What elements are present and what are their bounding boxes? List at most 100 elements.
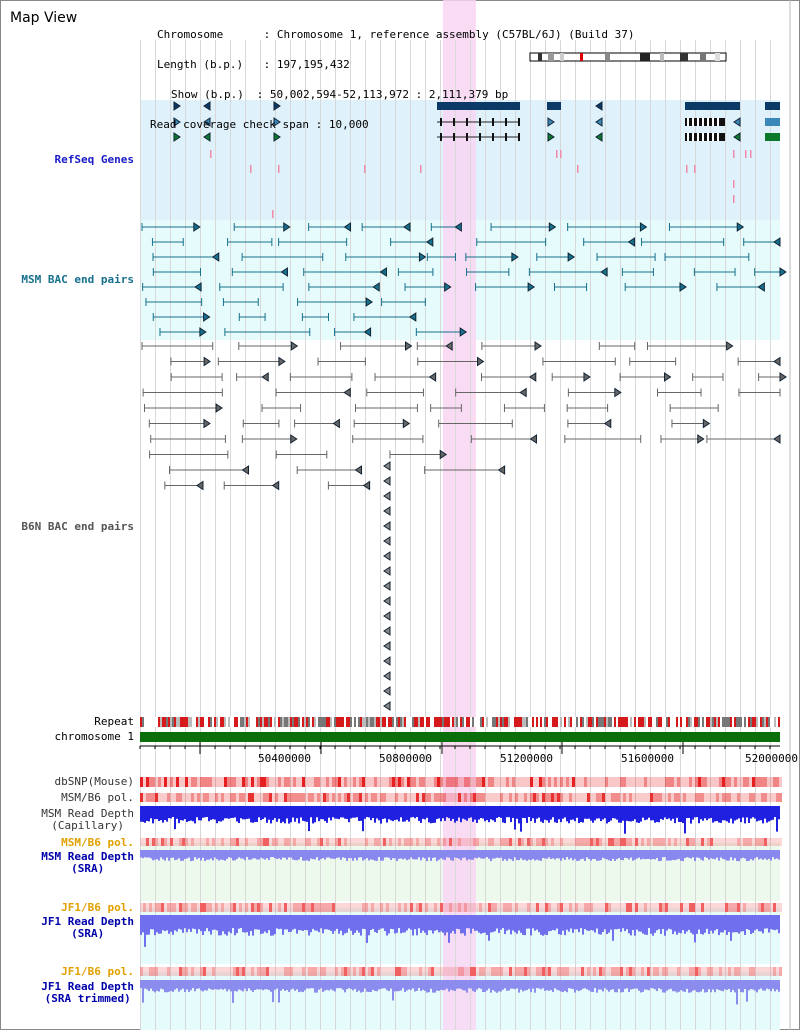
bac-end-arrow-icon bbox=[459, 327, 468, 337]
msm-capillary-depth-bar bbox=[300, 806, 302, 818]
msm-capillary-depth-bar bbox=[624, 806, 626, 834]
jf1-trim-depth-bar bbox=[530, 980, 532, 993]
msm-sra-depth-bar bbox=[598, 850, 600, 861]
msm-pol2-heat-cell bbox=[284, 838, 287, 846]
msm-sra-depth-bar bbox=[526, 850, 528, 861]
jf1-trim-depth-bar bbox=[228, 980, 230, 990]
msm-capillary-depth-bar bbox=[358, 806, 360, 822]
repeat-segment bbox=[376, 717, 378, 727]
msm-sra-depth-bar bbox=[744, 850, 746, 859]
msm-pol-heat-cell bbox=[317, 793, 320, 802]
jf1-pol2-heat-cell bbox=[719, 967, 722, 976]
jf1-trim-depth-bar bbox=[260, 980, 262, 990]
jf1-pol-heat-cell bbox=[611, 903, 614, 912]
jf1-trim-depth-bar bbox=[196, 980, 198, 989]
msm-sra-depth-bar bbox=[430, 850, 432, 861]
jf1-pol-heat-cell bbox=[146, 903, 149, 912]
msm-pol2-heat-cell bbox=[677, 838, 680, 846]
msm-sra-depth-bar bbox=[774, 850, 776, 860]
msm-capillary-depth-bar bbox=[708, 806, 710, 819]
msm-capillary-depth-bar bbox=[186, 806, 188, 822]
jf1-pol2-heat-cell bbox=[761, 967, 764, 976]
dbsnp-heat-cell bbox=[668, 777, 671, 787]
jf1-sra-depth-bar bbox=[588, 915, 590, 931]
jf1-trim-depth-bar bbox=[480, 980, 482, 989]
msm-capillary-depth-bar bbox=[620, 806, 622, 823]
jf1-trim-depth-bar bbox=[448, 980, 450, 992]
jf1-pol-heat-cell bbox=[374, 903, 377, 912]
jf1-trim-depth-bar bbox=[344, 980, 346, 993]
dbsnp-heat-cell bbox=[335, 777, 338, 787]
msm-pol2-heat-cell bbox=[329, 838, 332, 846]
msm-sra-depth-bar bbox=[338, 850, 340, 858]
jf1-sra-depth-bar bbox=[324, 915, 326, 930]
jf1-pol-heat-cell bbox=[584, 903, 587, 912]
msm-pol-heat-cell bbox=[455, 793, 458, 802]
dbsnp-heat-cell bbox=[422, 777, 425, 787]
msm-capillary-depth-bar bbox=[680, 806, 682, 822]
msm-pol2-heat-cell bbox=[536, 838, 539, 846]
jf1-pol-heat-cell bbox=[278, 903, 281, 912]
msm-sra-depth-bar bbox=[684, 850, 686, 859]
msm-capillary-depth-bar bbox=[758, 806, 760, 821]
jf1-trim-depth-bar bbox=[464, 980, 466, 991]
jf1-trim-depth-bar bbox=[444, 980, 446, 990]
jf1-pol-heat-cell bbox=[455, 903, 458, 912]
msm-capillary-depth-bar bbox=[386, 806, 388, 823]
repeat-segment bbox=[314, 717, 316, 727]
jf1-trim-depth-bar bbox=[774, 980, 776, 992]
dbsnp-heat-cell bbox=[599, 777, 602, 787]
jf1-pol-heat-cell bbox=[770, 903, 773, 912]
msm-pol-heat-cell bbox=[413, 793, 416, 802]
ideogram bbox=[529, 52, 727, 62]
jf1-pol2-heat-cell bbox=[233, 967, 236, 976]
msm-pol-heat-cell bbox=[587, 793, 590, 802]
jf1-trim-depth-bar bbox=[186, 980, 188, 990]
jf1-trim-depth-bar bbox=[380, 980, 382, 989]
track-label-msm-bac[interactable]: MSM BAC end pairs bbox=[21, 273, 134, 286]
jf1-sra-depth-bar bbox=[330, 915, 332, 931]
msm-capillary-depth-bar bbox=[336, 806, 338, 819]
msm-sra-depth-bar bbox=[596, 850, 598, 861]
msm-pol-heat-cell bbox=[662, 793, 665, 802]
msm-pol2-heat-cell bbox=[725, 838, 728, 846]
repeat-segment bbox=[690, 717, 692, 727]
gene-exon bbox=[453, 133, 455, 141]
msm-sra-depth-bar bbox=[340, 850, 342, 860]
jf1-pol-heat-cell bbox=[572, 903, 575, 912]
jf1-trim-depth-bar bbox=[580, 980, 582, 991]
msm-capillary-depth-bar bbox=[144, 806, 146, 823]
dbsnp-heat-cell bbox=[677, 777, 680, 787]
msm-pol-heat-cell bbox=[410, 793, 413, 802]
dbsnp-heat-cell bbox=[758, 777, 761, 787]
dbsnp-heat-cell bbox=[296, 777, 299, 787]
msm-pol2-heat-cell bbox=[743, 838, 746, 846]
jf1-sra-depth-bar bbox=[526, 915, 528, 929]
jf1-pol-heat-cell bbox=[461, 903, 464, 912]
jf1-pol-heat-cell bbox=[353, 903, 356, 912]
jf1-sra-depth-bar bbox=[488, 915, 490, 941]
dbsnp-heat-cell bbox=[605, 777, 608, 787]
jf1-pol-heat-cell bbox=[620, 903, 623, 912]
msm-sra-depth-bar bbox=[366, 850, 368, 859]
msm-pol2-heat-cell bbox=[218, 838, 221, 846]
jf1-pol2-heat-cell bbox=[716, 967, 719, 976]
jf1-trim-depth-bar bbox=[772, 980, 774, 989]
strand-arrow-icon bbox=[173, 117, 181, 127]
dbsnp-heat-cell bbox=[776, 777, 779, 787]
msm-sra-depth-bar bbox=[624, 850, 626, 858]
msm-sra-depth-bar bbox=[708, 850, 710, 860]
msm-pol-heat-cell bbox=[245, 793, 248, 802]
jf1-pol-heat-cell bbox=[365, 903, 368, 912]
repeat-segment bbox=[340, 717, 342, 727]
track-label-b6n-bac[interactable]: B6N BAC end pairs bbox=[21, 520, 134, 533]
track-label-refseq[interactable]: RefSeq Genes bbox=[54, 153, 134, 166]
jf1-pol2-heat-cell bbox=[464, 967, 467, 976]
msm-capillary-depth-bar bbox=[652, 806, 654, 821]
msm-sra-depth-bar bbox=[674, 850, 676, 861]
msm-capillary-depth-bar bbox=[268, 806, 270, 820]
jf1-pol2-heat-cell bbox=[407, 967, 410, 976]
jf1-trim-depth-bar bbox=[140, 980, 142, 989]
msm-pol2-heat-cell bbox=[422, 838, 425, 846]
